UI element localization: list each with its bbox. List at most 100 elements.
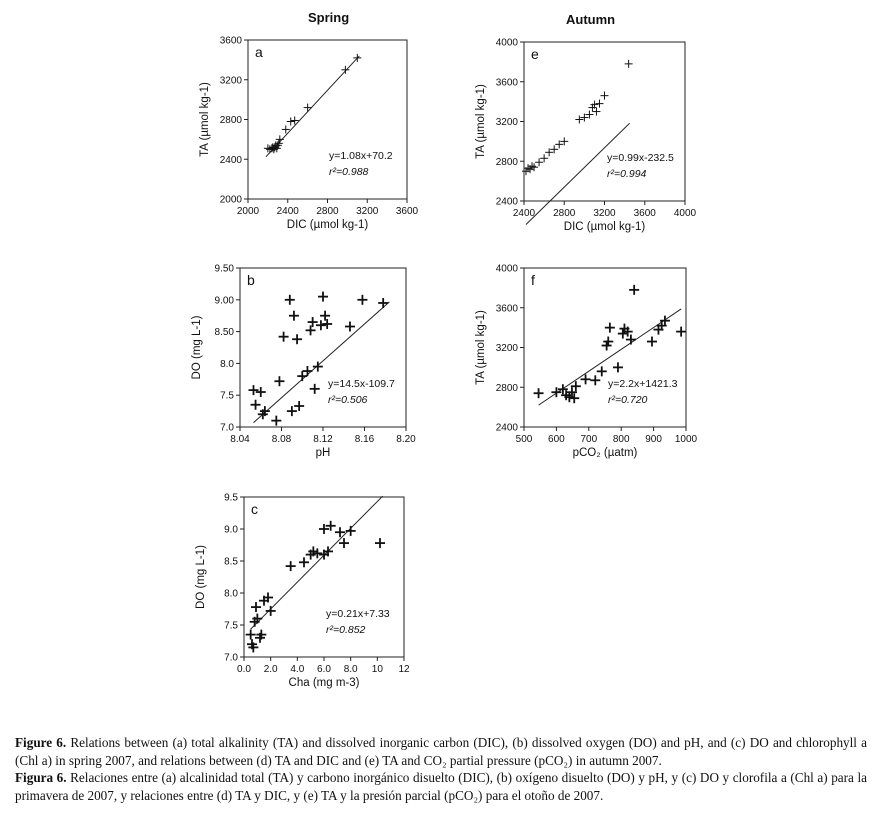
x-axis-label-b: pH [316, 447, 331, 459]
data-point [622, 326, 633, 337]
data-point [580, 113, 589, 122]
fit-r2-f: r²=0.720 [608, 394, 648, 406]
y-tick-label: 2000 [220, 195, 243, 206]
x-tick-label: 4.0 [290, 664, 304, 675]
data-point [278, 331, 289, 342]
data-point [341, 65, 350, 74]
data-point [294, 401, 305, 412]
data-point [378, 297, 389, 308]
y-tick-label: 8.50 [215, 327, 235, 338]
y-tick-label: 2400 [220, 155, 243, 166]
y-axis-label-f: TA (µmol kg-1) [475, 310, 487, 385]
data-point [320, 310, 331, 321]
data-point [339, 538, 349, 549]
data-point [625, 334, 636, 345]
x-tick-label: 600 [548, 434, 565, 445]
panel-a: 2000 2400 2800 3200 3600 2000 2400 2800 3200 3600… [199, 36, 419, 232]
data-point [557, 384, 568, 395]
data-point [592, 107, 601, 116]
y-axis-label-b: DO (mg L-1) [191, 315, 203, 379]
y-tick-label: 9.00 [215, 295, 235, 306]
x-tick-label: 700 [580, 434, 597, 445]
y-tick-label: 8.0 [220, 359, 234, 370]
data-point [263, 592, 273, 603]
x-tick-label: 3200 [356, 206, 379, 217]
y-tick-label: 9.50 [215, 264, 235, 275]
y-tick-label: 2800 [496, 157, 519, 168]
y-tick-label: 2400 [496, 423, 519, 434]
data-point [297, 371, 308, 382]
panel-label-a: a [255, 44, 263, 60]
data-point [281, 125, 290, 134]
data-point [535, 158, 544, 167]
data-point [545, 148, 554, 157]
data-point [288, 310, 299, 321]
y-tick-label: 2800 [220, 115, 243, 126]
plot-frame-e [523, 41, 686, 202]
y-tick-label: 7.0 [224, 653, 238, 664]
data-point [533, 388, 544, 399]
panel-b: 8.04 8.08 8.12 8.16 8.20 7.0 7.5 8.0 8.50 9.00 9.5… [191, 264, 416, 460]
panel-label-f: f [531, 272, 535, 288]
column-title-autumn: Autumn [566, 12, 616, 27]
x-tick-label: 8.20 [396, 434, 416, 445]
x-tick-label: 8.0 [344, 664, 358, 675]
caption-es-text: Relaciones entre (a) alcalinidad total (… [15, 770, 867, 803]
x-tick-label: 8.04 [230, 434, 250, 445]
data-point [570, 381, 581, 392]
data-point [629, 284, 640, 295]
data-point [271, 415, 282, 426]
x-tick-label: 8.08 [272, 434, 292, 445]
panel-label-e: e [531, 46, 539, 62]
data-point [245, 629, 256, 640]
data-point [646, 336, 657, 347]
data-point [255, 387, 266, 398]
y-tick-label: 7.5 [220, 391, 234, 402]
panel-label-b: b [247, 272, 255, 288]
data-point [318, 291, 328, 302]
y-tick-label: 9.5 [224, 493, 238, 504]
x-axis-label-e: DIC (µmol kg-1) [564, 221, 646, 233]
data-point [524, 164, 533, 173]
fit-r2-a: r²=0.988 [329, 166, 369, 178]
data-point [604, 322, 615, 333]
data-point [575, 115, 584, 124]
fit-equation-f: y=2.2x+1421.3 [608, 378, 678, 390]
y-tick-label: 7.5 [224, 621, 238, 632]
plot-frame-a [247, 39, 408, 200]
data-point [251, 602, 261, 613]
y-tick-label: 4000 [496, 264, 519, 275]
data-point [540, 154, 549, 163]
y-tick-label: 3200 [220, 75, 243, 86]
y-axis-label-c: DO (mg L-1) [195, 545, 207, 609]
data-point [252, 613, 263, 624]
x-tick-label: 3600 [396, 206, 419, 217]
data-point [286, 117, 295, 126]
data-point [345, 525, 356, 536]
caption-english: Figure 6. Relations between (a) total al… [15, 734, 867, 769]
data-point [274, 139, 283, 148]
panel-f: 500 600 700 800 900 1000 2400 2800 3200 3600 4000 f… [475, 264, 698, 460]
x-tick-label: 2000 [237, 206, 260, 217]
caption-en-label: Figure 6. [15, 735, 67, 750]
data-point [659, 315, 670, 326]
data-point [250, 399, 261, 410]
fit-r2-e: r²=0.994 [607, 168, 647, 180]
regression-line-b [253, 301, 390, 424]
fit-equation-e: y=0.99x-232.5 [607, 152, 674, 164]
y-tick-label: 7.0 [220, 423, 234, 434]
y-tick-label: 9.0 [224, 525, 238, 536]
x-tick-label: 2400 [277, 206, 300, 217]
y-tick-label: 3200 [496, 117, 519, 128]
fit-r2-c: r²=0.852 [326, 624, 366, 636]
data-point [344, 321, 355, 332]
figure-caption: Figure 6. Relations between (a) total al… [15, 734, 867, 804]
caption-es-label: Figura 6. [15, 770, 67, 785]
data-point [265, 605, 276, 616]
y-tick-label: 3600 [496, 77, 519, 88]
data-point [551, 387, 562, 398]
data-point [307, 317, 318, 328]
regression-line-e [525, 122, 631, 225]
data-point [322, 318, 333, 329]
x-tick-label: 3200 [593, 208, 616, 219]
